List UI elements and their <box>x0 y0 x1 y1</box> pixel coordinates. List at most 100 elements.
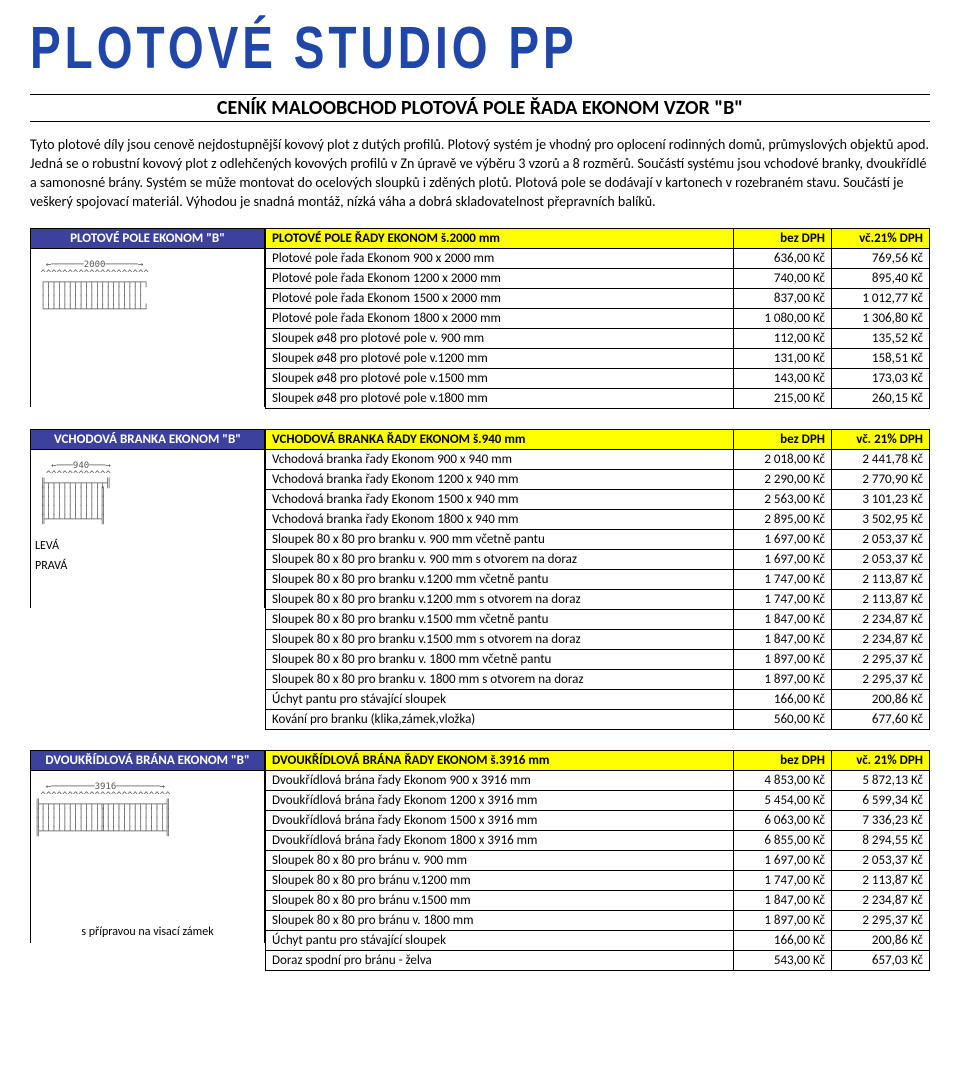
price-table: VCHODOVÁ BRANKA ŘADY EKONOM š.940 mmbez … <box>265 429 930 730</box>
cell-price-bez: 1 080,00 Kč <box>734 308 832 328</box>
price-section: VCHODOVÁ BRANKA EKONOM "B" ←───940───→ ^… <box>30 429 930 730</box>
table-row: Sloupek 80 x 80 pro bránu v. 900 mm1 697… <box>266 850 930 870</box>
table-header-vcDPH: vč. 21% DPH <box>832 429 930 449</box>
section-diagram-body: ←───940───→ ^^^^^^^^^^^^ ╟┬┬┬┬┬┬┬┬┬┬┬╢ ║… <box>30 450 265 608</box>
side-label-right: PRAVÁ <box>35 553 260 573</box>
cell-desc: Dvoukřídlová brána řady Ekonom 1200 x 39… <box>266 790 734 810</box>
table-row: Sloupek 80 x 80 pro branku v.1200 mm vče… <box>266 569 930 589</box>
table-header-vcDPH: vč.21% DPH <box>832 228 930 248</box>
cell-price-vc: 2 113,87 Kč <box>832 569 930 589</box>
table-row: Vchodová branka řady Ekonom 1200 x 940 m… <box>266 469 930 489</box>
table-header-bezDPH: bez DPH <box>734 228 832 248</box>
cell-price-bez: 1 697,00 Kč <box>734 529 832 549</box>
table-row: Sloupek ø48 pro plotové pole v.1500 mm14… <box>266 368 930 388</box>
cell-desc: Sloupek 80 x 80 pro bránu v. 900 mm <box>266 850 734 870</box>
cell-price-vc: 2 295,37 Kč <box>832 649 930 669</box>
table-header-desc: PLOTOVÉ POLE ŘADY EKONOM š.2000 mm <box>266 228 734 248</box>
table-row: Sloupek 80 x 80 pro branku v. 900 mm vče… <box>266 529 930 549</box>
cell-price-bez: 1 697,00 Kč <box>734 850 832 870</box>
table-row: Plotové pole řada Ekonom 1800 x 2000 mm1… <box>266 308 930 328</box>
cell-price-bez: 131,00 Kč <box>734 348 832 368</box>
fence-diagram: ←────────3916────────→ ^^^^^^^^^^^^^^^^^… <box>35 783 260 837</box>
cell-desc: Sloupek 80 x 80 pro branku v.1500 mm vče… <box>266 609 734 629</box>
cell-price-bez: 6 855,00 Kč <box>734 830 832 850</box>
fence-diagram: ←───940───→ ^^^^^^^^^^^^ ╟┬┬┬┬┬┬┬┬┬┬┬╢ ║… <box>35 462 260 525</box>
cell-desc: Plotové pole řada Ekonom 1200 x 2000 mm <box>266 268 734 288</box>
table-row: Doraz spodní pro bránu - želva543,00 Kč6… <box>266 950 930 970</box>
cell-price-bez: 837,00 Kč <box>734 288 832 308</box>
cell-price-bez: 1 847,00 Kč <box>734 629 832 649</box>
intro-text: Tyto plotové díly jsou cenově nejdostupn… <box>30 136 930 212</box>
cell-price-bez: 740,00 Kč <box>734 268 832 288</box>
table-row: Sloupek 80 x 80 pro bránu v.1500 mm1 847… <box>266 890 930 910</box>
table-header-vcDPH: vč. 21% DPH <box>832 750 930 770</box>
cell-price-bez: 1 847,00 Kč <box>734 890 832 910</box>
cell-price-bez: 143,00 Kč <box>734 368 832 388</box>
cell-price-vc: 2 113,87 Kč <box>832 870 930 890</box>
table-row: Dvoukřídlová brána řady Ekonom 1500 x 39… <box>266 810 930 830</box>
section-diagram-body: ←──────2000──────→ ^^^^^^^^^^^^^^^^^^^^ … <box>30 249 265 407</box>
table-row: Plotové pole řada Ekonom 1200 x 2000 mm7… <box>266 268 930 288</box>
cell-desc: Sloupek 80 x 80 pro branku v.1500 mm s o… <box>266 629 734 649</box>
table-header-bezDPH: bez DPH <box>734 429 832 449</box>
cell-price-vc: 769,56 Kč <box>832 248 930 268</box>
table-row: Sloupek 80 x 80 pro branku v.1200 mm s o… <box>266 589 930 609</box>
cell-desc: Sloupek 80 x 80 pro branku v. 900 mm vče… <box>266 529 734 549</box>
price-section: DVOUKŘÍDLOVÁ BRÁNA EKONOM "B" ←────────3… <box>30 750 930 971</box>
cell-price-vc: 657,03 Kč <box>832 950 930 970</box>
cell-price-bez: 4 853,00 Kč <box>734 770 832 790</box>
cell-desc: Doraz spodní pro bránu - želva <box>266 950 734 970</box>
cell-price-bez: 543,00 Kč <box>734 950 832 970</box>
price-table: DVOUKŘÍDLOVÁ BRÁNA ŘADY EKONOM š.3916 mm… <box>265 750 930 971</box>
cell-price-vc: 2 441,78 Kč <box>832 449 930 469</box>
table-row: Vchodová branka řady Ekonom 1800 x 940 m… <box>266 509 930 529</box>
table-row: Sloupek 80 x 80 pro branku v. 900 mm s o… <box>266 549 930 569</box>
cell-desc: Sloupek 80 x 80 pro branku v. 1800 mm s … <box>266 669 734 689</box>
cell-price-vc: 2 234,87 Kč <box>832 609 930 629</box>
cell-price-vc: 2 113,87 Kč <box>832 589 930 609</box>
cell-price-bez: 2 563,00 Kč <box>734 489 832 509</box>
cell-price-vc: 3 101,23 Kč <box>832 489 930 509</box>
cell-price-bez: 560,00 Kč <box>734 709 832 729</box>
table-row: Kování pro branku (klika,zámek,vložka)56… <box>266 709 930 729</box>
cell-price-vc: 895,40 Kč <box>832 268 930 288</box>
cell-price-vc: 2 053,37 Kč <box>832 549 930 569</box>
cell-desc: Sloupek 80 x 80 pro branku v. 1800 mm vč… <box>266 649 734 669</box>
cell-desc: Sloupek 80 x 80 pro branku v.1200 mm vče… <box>266 569 734 589</box>
cell-price-vc: 2 234,87 Kč <box>832 890 930 910</box>
cell-price-vc: 200,86 Kč <box>832 689 930 709</box>
cell-desc: Plotové pole řada Ekonom 900 x 2000 mm <box>266 248 734 268</box>
cell-price-vc: 8 294,55 Kč <box>832 830 930 850</box>
cell-price-bez: 2 018,00 Kč <box>734 449 832 469</box>
table-row: Sloupek ø48 pro plotové pole v. 900 mm11… <box>266 328 930 348</box>
cell-desc: Vchodová branka řady Ekonom 1200 x 940 m… <box>266 469 734 489</box>
section-footer-note: s přípravou na visací zámek <box>35 845 260 939</box>
cell-price-vc: 158,51 Kč <box>832 348 930 368</box>
fence-diagram: ←──────2000──────→ ^^^^^^^^^^^^^^^^^^^^ … <box>35 261 260 315</box>
table-row: Sloupek ø48 pro plotové pole v.1800 mm21… <box>266 388 930 408</box>
cell-desc: Sloupek ø48 pro plotové pole v.1800 mm <box>266 388 734 408</box>
cell-price-vc: 2 053,37 Kč <box>832 850 930 870</box>
cell-price-bez: 112,00 Kč <box>734 328 832 348</box>
table-row: Úchyt pantu pro stávající sloupek166,00 … <box>266 930 930 950</box>
cell-price-bez: 1 847,00 Kč <box>734 609 832 629</box>
cell-desc: Sloupek ø48 pro plotové pole v.1200 mm <box>266 348 734 368</box>
cell-desc: Sloupek 80 x 80 pro branku v. 900 mm s o… <box>266 549 734 569</box>
cell-price-vc: 2 295,37 Kč <box>832 910 930 930</box>
table-row: Sloupek 80 x 80 pro bránu v. 1800 mm1 89… <box>266 910 930 930</box>
cell-desc: Dvoukřídlová brána řady Ekonom 900 x 391… <box>266 770 734 790</box>
cell-price-bez: 6 063,00 Kč <box>734 810 832 830</box>
cell-desc: Vchodová branka řady Ekonom 1500 x 940 m… <box>266 489 734 509</box>
cell-price-bez: 1 747,00 Kč <box>734 569 832 589</box>
table-row: Sloupek 80 x 80 pro branku v.1500 mm s o… <box>266 629 930 649</box>
table-row: Sloupek 80 x 80 pro branku v.1500 mm vče… <box>266 609 930 629</box>
price-section: PLOTOVÉ POLE EKONOM "B" ←──────2000─────… <box>30 228 930 409</box>
cell-price-vc: 3 502,95 Kč <box>832 509 930 529</box>
cell-price-vc: 135,52 Kč <box>832 328 930 348</box>
cell-price-bez: 1 747,00 Kč <box>734 870 832 890</box>
cell-desc: Dvoukřídlová brána řady Ekonom 1800 x 39… <box>266 830 734 850</box>
section-diagram-body: ←────────3916────────→ ^^^^^^^^^^^^^^^^^… <box>30 771 265 943</box>
cell-price-vc: 1 306,80 Kč <box>832 308 930 328</box>
cell-desc: Sloupek ø48 pro plotové pole v. 900 mm <box>266 328 734 348</box>
cell-desc: Sloupek 80 x 80 pro branku v.1200 mm s o… <box>266 589 734 609</box>
